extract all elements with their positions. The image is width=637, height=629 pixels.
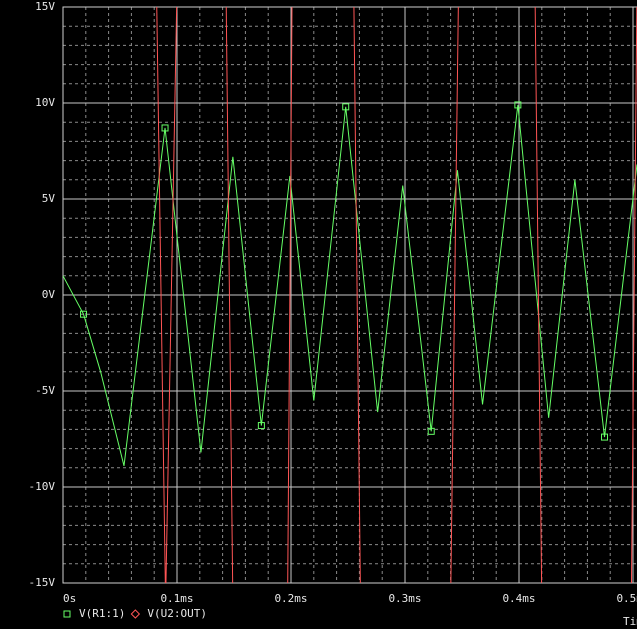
x-tick-label: 0s bbox=[63, 592, 76, 605]
y-tick-label: -10V bbox=[29, 480, 56, 493]
y-tick-label: 10V bbox=[35, 96, 55, 109]
y-tick-label: -5V bbox=[35, 384, 55, 397]
marker bbox=[427, 427, 435, 435]
y-tick-label: 5V bbox=[42, 192, 56, 205]
legend-marker bbox=[130, 609, 141, 619]
marker bbox=[257, 422, 265, 430]
x-tick-label: 0.1ms bbox=[160, 592, 193, 605]
plot-frame bbox=[62, 6, 637, 584]
y-tick-label: 15V bbox=[35, 0, 55, 13]
series-line bbox=[156, 7, 637, 583]
marker bbox=[601, 433, 609, 441]
marker bbox=[80, 310, 88, 318]
marker bbox=[514, 101, 522, 109]
x-tick-label: 0.5ms bbox=[616, 592, 637, 605]
y-tick-label: -15V bbox=[29, 576, 56, 589]
x-axis-label: Time bbox=[623, 615, 637, 628]
series-line bbox=[63, 104, 637, 467]
legend-label: V(U2:OUT) bbox=[147, 607, 207, 620]
x-tick-label: 0.4ms bbox=[502, 592, 535, 605]
y-tick-label: 0V bbox=[42, 288, 56, 301]
x-tick-label: 0.3ms bbox=[388, 592, 421, 605]
marker bbox=[161, 124, 169, 132]
legend-marker bbox=[63, 610, 71, 618]
marker bbox=[342, 103, 350, 111]
x-tick-label: 0.2ms bbox=[274, 592, 307, 605]
legend-label: V(R1:1) bbox=[79, 607, 125, 620]
